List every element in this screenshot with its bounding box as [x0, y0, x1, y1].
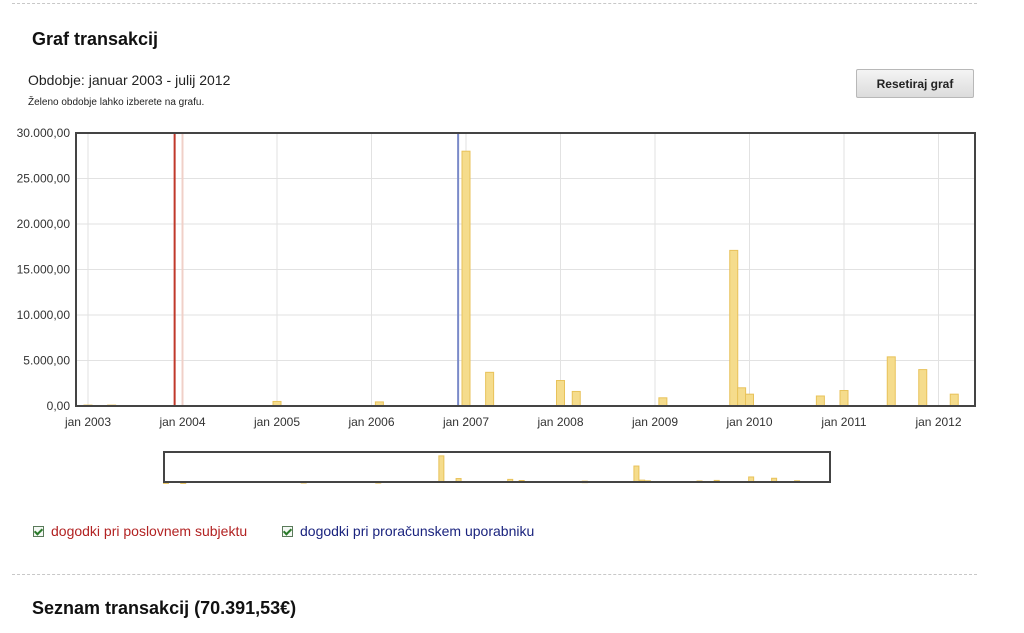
x-tick-label: jan 2012 — [914, 415, 961, 429]
bar — [737, 387, 747, 407]
bar — [815, 395, 825, 407]
y-tick-label: 0,00 — [47, 399, 71, 413]
period-label: Obdobje: januar 2003 - julij 2012 — [28, 72, 231, 88]
reset-graph-button[interactable]: Resetiraj graf — [856, 69, 974, 98]
y-tick-label: 30.000,00 — [17, 126, 71, 140]
top-divider — [12, 3, 977, 4]
overview-bar — [633, 465, 640, 483]
x-tick-label: jan 2007 — [442, 415, 489, 429]
legend-business[interactable]: dogodki pri poslovnem subjektu — [33, 523, 247, 539]
page-title: Graf transakcij — [32, 29, 159, 49]
x-tick-label: jan 2011 — [820, 415, 866, 429]
bar — [745, 393, 754, 407]
bar — [485, 371, 495, 407]
bar — [918, 369, 928, 407]
legend-budget[interactable]: dogodki pri proračunskem uporabniku — [282, 523, 534, 539]
y-tick-label: 5.000,00 — [23, 354, 70, 368]
x-tick-label: jan 2005 — [253, 415, 300, 429]
bar — [839, 390, 849, 407]
bar — [556, 380, 565, 407]
plot-frame — [75, 132, 976, 407]
x-tick-label: jan 2006 — [347, 415, 394, 429]
x-tick-label: jan 2009 — [631, 415, 678, 429]
transactions-list-title: Seznam transakcij (70.391,53€) — [32, 598, 297, 618]
period-hint: Želeno obdobje lahko izberete na grafu. — [28, 97, 205, 108]
y-tick-label: 20.000,00 — [17, 217, 71, 231]
budget-checkbox[interactable] — [282, 525, 293, 537]
overview-frame — [163, 451, 831, 483]
overview-navigator[interactable] — [160, 450, 840, 484]
y-tick-label: 25.000,00 — [17, 172, 71, 186]
x-tick-label: jan 2004 — [158, 415, 205, 429]
bar — [886, 356, 896, 407]
overview-bar — [438, 455, 445, 483]
x-tick-label: jan 2008 — [536, 415, 583, 429]
y-tick-label: 15.000,00 — [17, 263, 71, 277]
section-divider — [12, 574, 977, 575]
bar — [658, 397, 668, 407]
business-checkbox[interactable] — [33, 525, 44, 537]
x-tick-label: jan 2010 — [725, 415, 772, 429]
y-tick-label: 10.000,00 — [17, 308, 71, 322]
main-chart-svg[interactable]: 0,00 5.000,00 10.000,00 15.000,00 20.000,00 2… — [0, 120, 990, 430]
bar — [571, 390, 581, 407]
x-tick-label: jan 2003 — [64, 415, 111, 429]
transaction-chart[interactable]: 0,00 5.000,00 10.000,00 15.000,00 20.000,00 2… — [0, 120, 990, 435]
bar — [949, 393, 959, 407]
bar — [729, 249, 739, 407]
bar — [461, 150, 471, 407]
legend-budget-label: dogodki pri proračunskem uporabniku — [300, 523, 535, 539]
legend-business-label: dogodki pri poslovnem subjektu — [51, 523, 248, 539]
